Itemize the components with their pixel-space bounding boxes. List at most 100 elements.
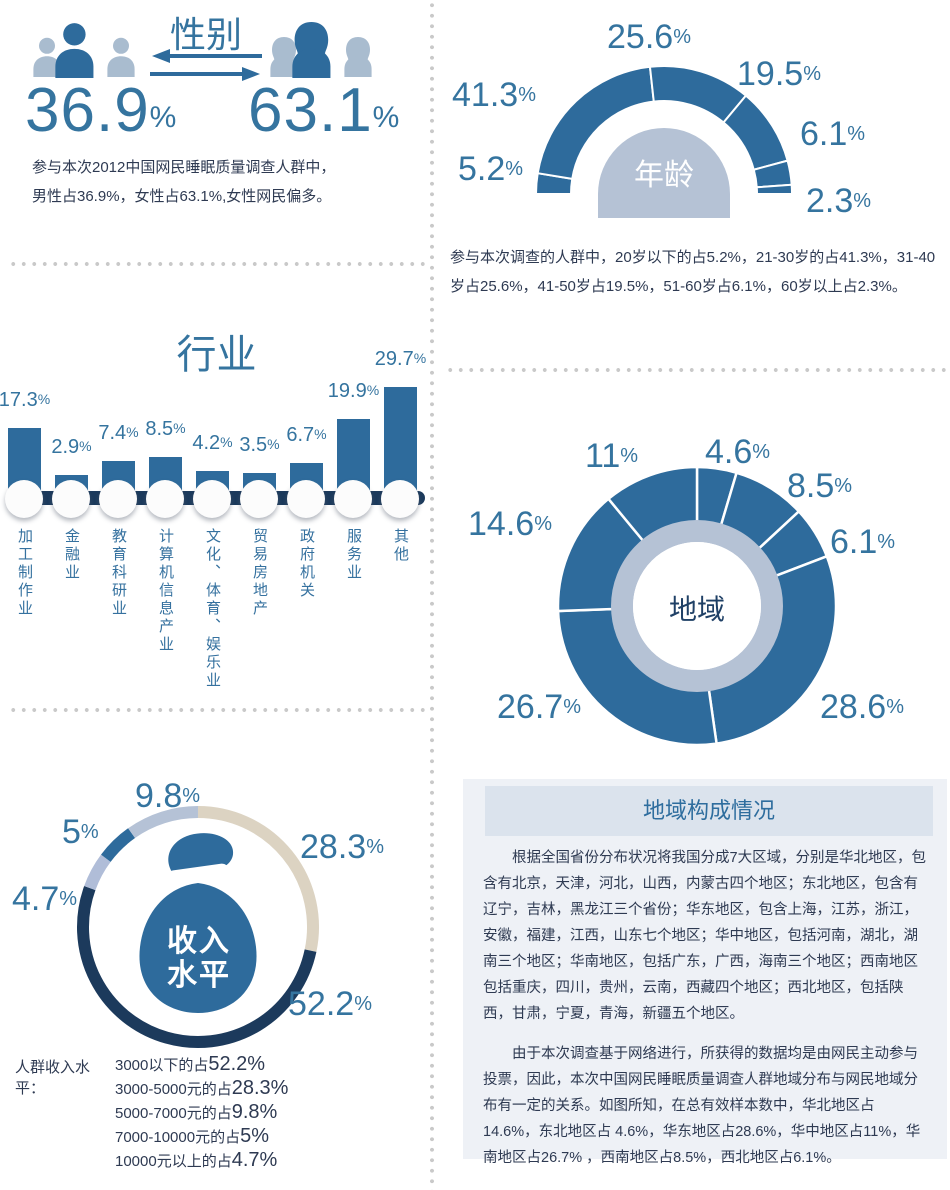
region-info-box: 地域构成情况 根据全国省份分布状况将我国分成7大区域，分别是华北地区，包含有北京… bbox=[463, 779, 947, 1166]
income-label-7000-10000: 5% bbox=[62, 813, 99, 852]
percent-sign: % bbox=[563, 696, 581, 718]
region-center-circle bbox=[633, 542, 761, 670]
axis-node-circle bbox=[287, 480, 325, 518]
value-number: 17.3 bbox=[0, 389, 38, 411]
female-person-icon bbox=[292, 22, 331, 78]
industry-title: 行业 bbox=[176, 333, 257, 377]
income-segment-2 bbox=[84, 854, 111, 891]
region-value: 11 bbox=[585, 437, 621, 475]
percent-sign: % bbox=[834, 475, 853, 497]
item-value: 5% bbox=[240, 1125, 269, 1147]
region-inner-ring bbox=[611, 520, 783, 692]
industry-column: 6.7% 政府机关 bbox=[286, 352, 326, 600]
region-value: 28.6 bbox=[820, 688, 887, 726]
region-info-title: 地域构成情况 bbox=[642, 798, 775, 823]
percent-sign: % bbox=[59, 888, 78, 910]
percent-sign: % bbox=[853, 190, 872, 212]
income-list-item: 3000-5000元的占28.3% bbox=[115, 1077, 288, 1101]
value-number: 19.9 bbox=[327, 380, 367, 402]
income-value: 52.2 bbox=[288, 985, 355, 1023]
age-semi-donut-chart bbox=[534, 65, 794, 218]
item-label: 3000-5000元的占 bbox=[115, 1081, 232, 1098]
age-label-41-50: 19.5% bbox=[737, 55, 821, 94]
male-person-icon bbox=[55, 23, 94, 78]
axis-node-circle bbox=[240, 480, 278, 518]
industry-bar-label: 计算机信息产业 bbox=[157, 528, 174, 654]
industry-bar-label: 教育科研业 bbox=[110, 528, 127, 618]
value-number: 6.7 bbox=[286, 424, 315, 446]
male-percentage-value: 36.9 bbox=[25, 76, 150, 145]
region-label-xibei: 6.1% bbox=[830, 523, 895, 562]
age-label-under20: 5.2% bbox=[458, 150, 523, 189]
percent-sign: % bbox=[267, 436, 280, 452]
industry-bar-label: 金融业 bbox=[63, 528, 80, 582]
age-value: 6.1 bbox=[800, 115, 848, 153]
age-label-31-40: 25.6% bbox=[607, 18, 691, 57]
age-label-over60: 2.3% bbox=[806, 182, 871, 221]
vertical-dotted-divider bbox=[430, 0, 434, 1190]
industry-bar-label: 政府机关 bbox=[298, 528, 315, 600]
axis-node-circle bbox=[381, 480, 419, 518]
region-label-xinan: 8.5% bbox=[787, 467, 852, 506]
item-label: 3000以下的占 bbox=[115, 1057, 209, 1074]
income-center-label-line2: 水平 bbox=[167, 959, 231, 992]
percent-sign: % bbox=[366, 382, 380, 398]
bar-value: 2.9% bbox=[51, 436, 91, 459]
percent-sign: % bbox=[673, 26, 691, 48]
male-group-icon bbox=[33, 23, 135, 78]
axis-node-circle bbox=[146, 480, 184, 518]
axis-node-circle bbox=[52, 480, 90, 518]
age-value: 25.6 bbox=[607, 18, 674, 56]
region-label-huadong: 28.6% bbox=[820, 688, 904, 727]
income-value: 9.8 bbox=[135, 777, 183, 815]
male-side-person-icon bbox=[107, 37, 135, 77]
industry-bar-label: 服务业 bbox=[345, 528, 362, 582]
age-value: 5.2 bbox=[458, 150, 506, 188]
income-segment-1 bbox=[77, 886, 317, 1048]
age-value: 2.3 bbox=[806, 182, 854, 220]
region-value: 26.7 bbox=[497, 688, 564, 726]
income-list-title: 人群收入水平： bbox=[15, 1059, 91, 1097]
income-list-lines: 3000以下的占52.2% 3000-5000元的占28.3% 5000-700… bbox=[115, 1053, 288, 1173]
income-label-5000-7000: 9.8% bbox=[135, 777, 200, 816]
right-dotted-divider bbox=[445, 368, 947, 372]
age-caption: 参与本次调查的人群中，20岁以下的占5.2%，21-30岁的占41.3%，31-… bbox=[450, 249, 936, 295]
female-percentage-value: 63.1 bbox=[248, 76, 373, 145]
industry-bar-label: 其他 bbox=[392, 528, 409, 564]
bar-value: 3.5% bbox=[239, 434, 279, 457]
bar-value: 7.4% bbox=[98, 422, 138, 445]
industry-bar-label: 文化、体育、娱乐业 bbox=[204, 528, 221, 690]
percent-sign: % bbox=[877, 531, 896, 553]
industry-bar-label: 加工制作业 bbox=[16, 528, 33, 618]
percent-sign: % bbox=[534, 513, 552, 535]
industry-column: 17.3% 加工制作业 bbox=[0, 352, 50, 618]
income-list-item: 5000-7000元的占9.8% bbox=[115, 1101, 288, 1125]
region-center-label: 地域 bbox=[668, 594, 725, 625]
percent-sign: % bbox=[505, 158, 524, 180]
female-side-person-icon bbox=[344, 37, 372, 77]
income-value: 28.3 bbox=[300, 828, 367, 866]
bar-value: 8.5% bbox=[145, 418, 185, 441]
age-value: 19.5 bbox=[737, 55, 804, 93]
percent-sign: % bbox=[372, 101, 401, 134]
region-donut-chart bbox=[556, 465, 838, 747]
item-label: 7000-10000元的占 bbox=[115, 1129, 241, 1146]
bar-value: 17.3% bbox=[0, 389, 50, 412]
percent-sign: % bbox=[182, 785, 201, 807]
income-value: 5 bbox=[62, 813, 81, 851]
value-number: 29.7 bbox=[374, 348, 414, 370]
gender-caption: 参与本次2012中国网民睡眠质量调查人群中， 男性占36.9%，女性占63.1%… bbox=[32, 153, 422, 211]
gender-title: 性别 bbox=[169, 14, 242, 55]
region-info-header: 地域构成情况 bbox=[485, 786, 933, 836]
income-segment-4 bbox=[128, 806, 199, 839]
axis-node-circle bbox=[99, 480, 137, 518]
industry-bar-chart: 17.3% 加工制作业 2.9% 金融业 7.4% 教育科研业 8.5% 计算机… bbox=[0, 348, 428, 690]
region-label-dongbei: 4.6% bbox=[705, 433, 770, 472]
region-value: 4.6 bbox=[705, 433, 753, 471]
region-info-para2: 由于本次调查基于网络进行，所获得的数据均是由网民主动参与投票，因此，本次中国网民… bbox=[483, 1046, 921, 1166]
item-value: 52.2% bbox=[208, 1053, 266, 1075]
income-ring-chart: 收入 水平 bbox=[77, 806, 319, 1048]
bar-value: 6.7% bbox=[286, 424, 326, 447]
age-center-label: 年龄 bbox=[634, 159, 694, 192]
value-number: 3.5 bbox=[239, 434, 268, 456]
